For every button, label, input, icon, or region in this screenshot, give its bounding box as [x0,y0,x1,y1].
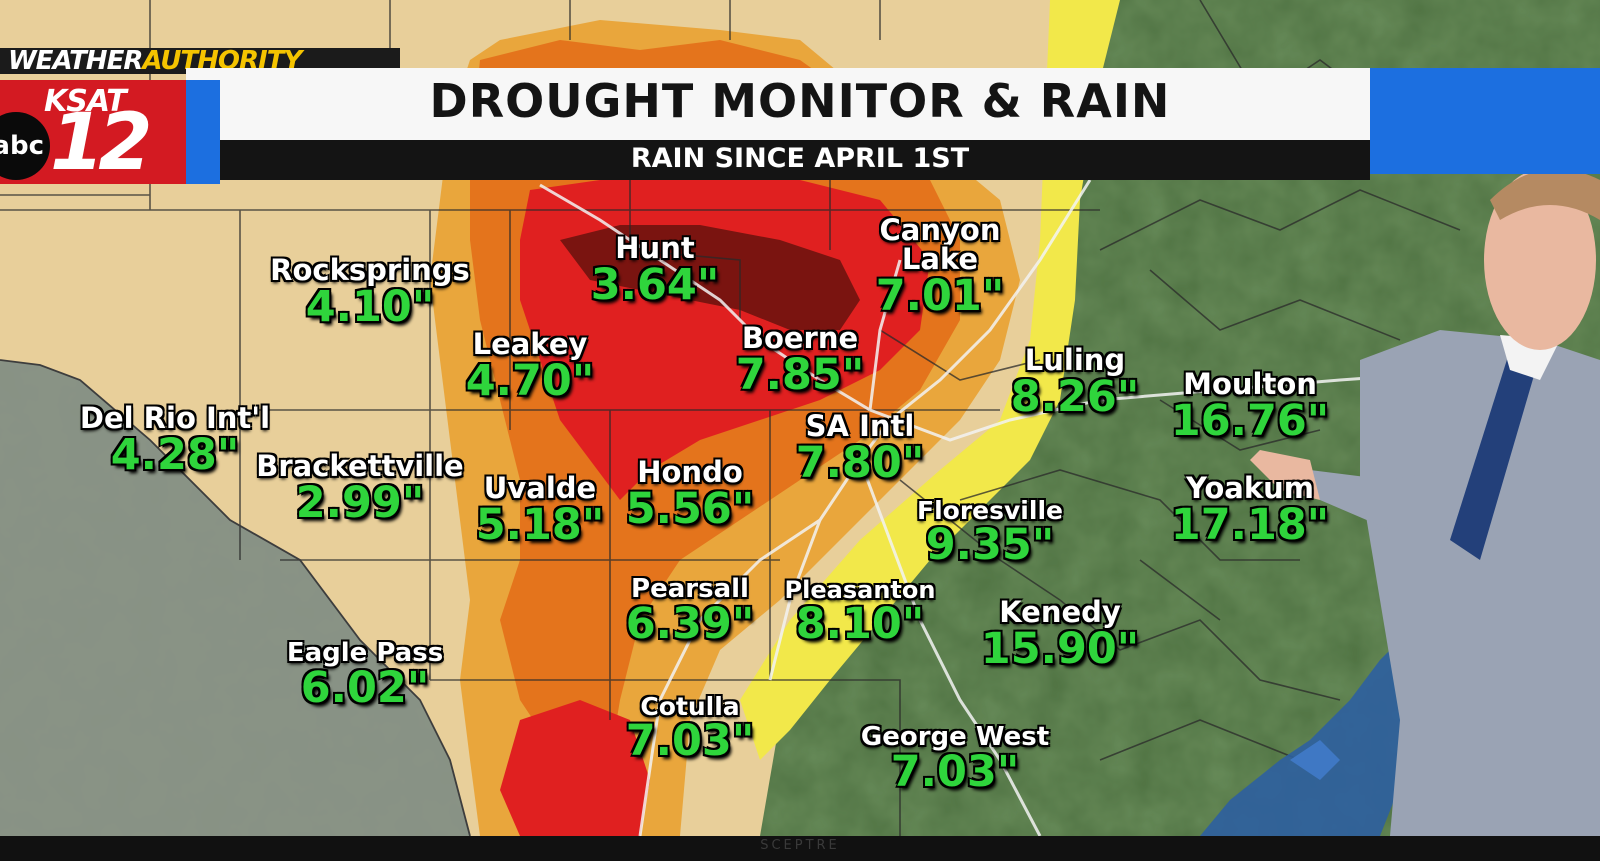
city-george-west: George West 7.03" [840,724,1070,794]
city-name: Canyon Lake [879,213,1001,276]
city-name: Boerne [741,321,859,355]
city-pleasanton: Pleasanton 8.10" [770,578,950,646]
rain-total: 6.39" [625,599,755,649]
drought-yellow-band [740,0,1120,760]
rain-total: 4.70" [465,356,595,406]
rain-total: 3.64" [590,260,720,310]
rain-total: 7.01" [875,271,1005,321]
city-name: Cotulla [640,692,740,721]
city-name: Uvalde [483,471,597,505]
city-name: Pleasanton [784,576,936,604]
city-canyon-lake: Canyon Lake 7.01" [850,216,1030,318]
meteorologist [1250,168,1600,836]
city-hunt: Hunt 3.64" [560,234,750,307]
city-kenedy: Kenedy 15.90" [970,598,1150,671]
rain-total: 4.10" [305,282,435,332]
city-uvalde: Uvalde 5.18" [460,474,620,547]
city-pearsall: Pearsall 6.39" [610,576,770,646]
city-name: SA Intl [805,409,915,443]
highways [539,179,1481,836]
city-name: Hondo [637,455,743,489]
page-title: DROUGHT MONITOR & RAIN [429,74,1171,128]
rain-total: 17.18" [1170,500,1330,550]
header-accent-left [186,80,220,184]
city-name: Floresville [917,496,1063,525]
rain-total: 4.28" [110,430,240,480]
city-name: Eagle Pass [286,638,444,668]
gulf-water [1200,640,1420,836]
city-del-rio: Del Rio Int'l 4.28" [60,404,290,477]
weather-broadcast-screen: WEATHER AUTHORITY KSAT 12 abc DROUGHT MON… [0,0,1600,836]
title-background [186,68,1416,140]
city-name: Brackettville [256,449,464,483]
city-luling: Luling 8.26" [1000,346,1150,419]
city-sa-intl: SA Intl 7.80" [780,412,940,485]
city-moulton: Moulton 16.76" [1160,370,1340,443]
rio-grande-river [0,359,471,836]
rain-total: 5.18" [475,500,605,550]
city-leakey: Leakey 4.70" [440,330,620,403]
rain-total: 5.56" [625,484,755,534]
rain-total: 15.90" [980,624,1140,674]
meteorologist-head [1484,170,1596,350]
rain-total: 8.10" [795,599,925,649]
city-name: Hunt [615,231,695,265]
city-name: Luling [1024,343,1126,377]
city-name: Kenedy [999,595,1121,629]
weather-word: WEATHER [8,46,143,76]
meteorologist-hand [1250,450,1320,500]
rain-total: 16.76" [1170,396,1330,446]
rain-total: 8.26" [1010,372,1140,422]
header-accent-right [1370,68,1600,174]
channel-number: 12 [50,98,153,188]
meteorologist-arm [1310,470,1490,540]
rain-total: 2.99" [295,478,425,528]
city-name: George West [860,722,1050,752]
rain-total: 7.80" [795,438,925,488]
rain-total: 6.02" [300,663,430,713]
tv-brand-logo: SCEPTRE [760,838,840,853]
bay-water [1290,740,1340,780]
city-name: Moulton [1183,367,1317,401]
network-logo: abc [0,112,50,180]
meteorologist-suit [1360,330,1600,836]
city-name: Rocksprings [270,253,470,287]
city-name: Leakey [472,327,588,361]
county-lines [0,0,1541,836]
drought-extreme-south [500,700,650,836]
meteorologist-tie [1450,350,1540,560]
city-rocksprings: Rocksprings 4.10" [250,256,490,329]
rain-total: 7.03" [625,716,755,766]
city-name: Pearsall [631,574,749,604]
city-name: Yoakum [1186,471,1314,505]
terrain-mexico [0,360,470,836]
city-brackettville: Brackettville 2.99" [240,452,480,525]
rain-total: 7.03" [890,747,1020,797]
city-eagle-pass: Eagle Pass 6.02" [260,640,470,710]
rain-total: 7.85" [735,350,865,400]
city-hondo: Hondo 5.56" [610,458,770,531]
city-floresville: Floresville 9.35" [900,498,1080,567]
city-yoakum: Yoakum 17.18" [1160,474,1340,547]
subtitle-background [220,140,1370,180]
rain-total: 9.35" [925,520,1055,570]
city-cotulla: Cotulla 7.03" [610,694,770,763]
meteorologist-hair [1490,168,1600,220]
station-call-letters: KSAT [44,84,127,119]
city-boerne: Boerne 7.85" [710,324,890,397]
city-name: Del Rio Int'l [79,401,271,435]
page-subtitle: RAIN SINCE APRIL 1ST [630,143,970,174]
